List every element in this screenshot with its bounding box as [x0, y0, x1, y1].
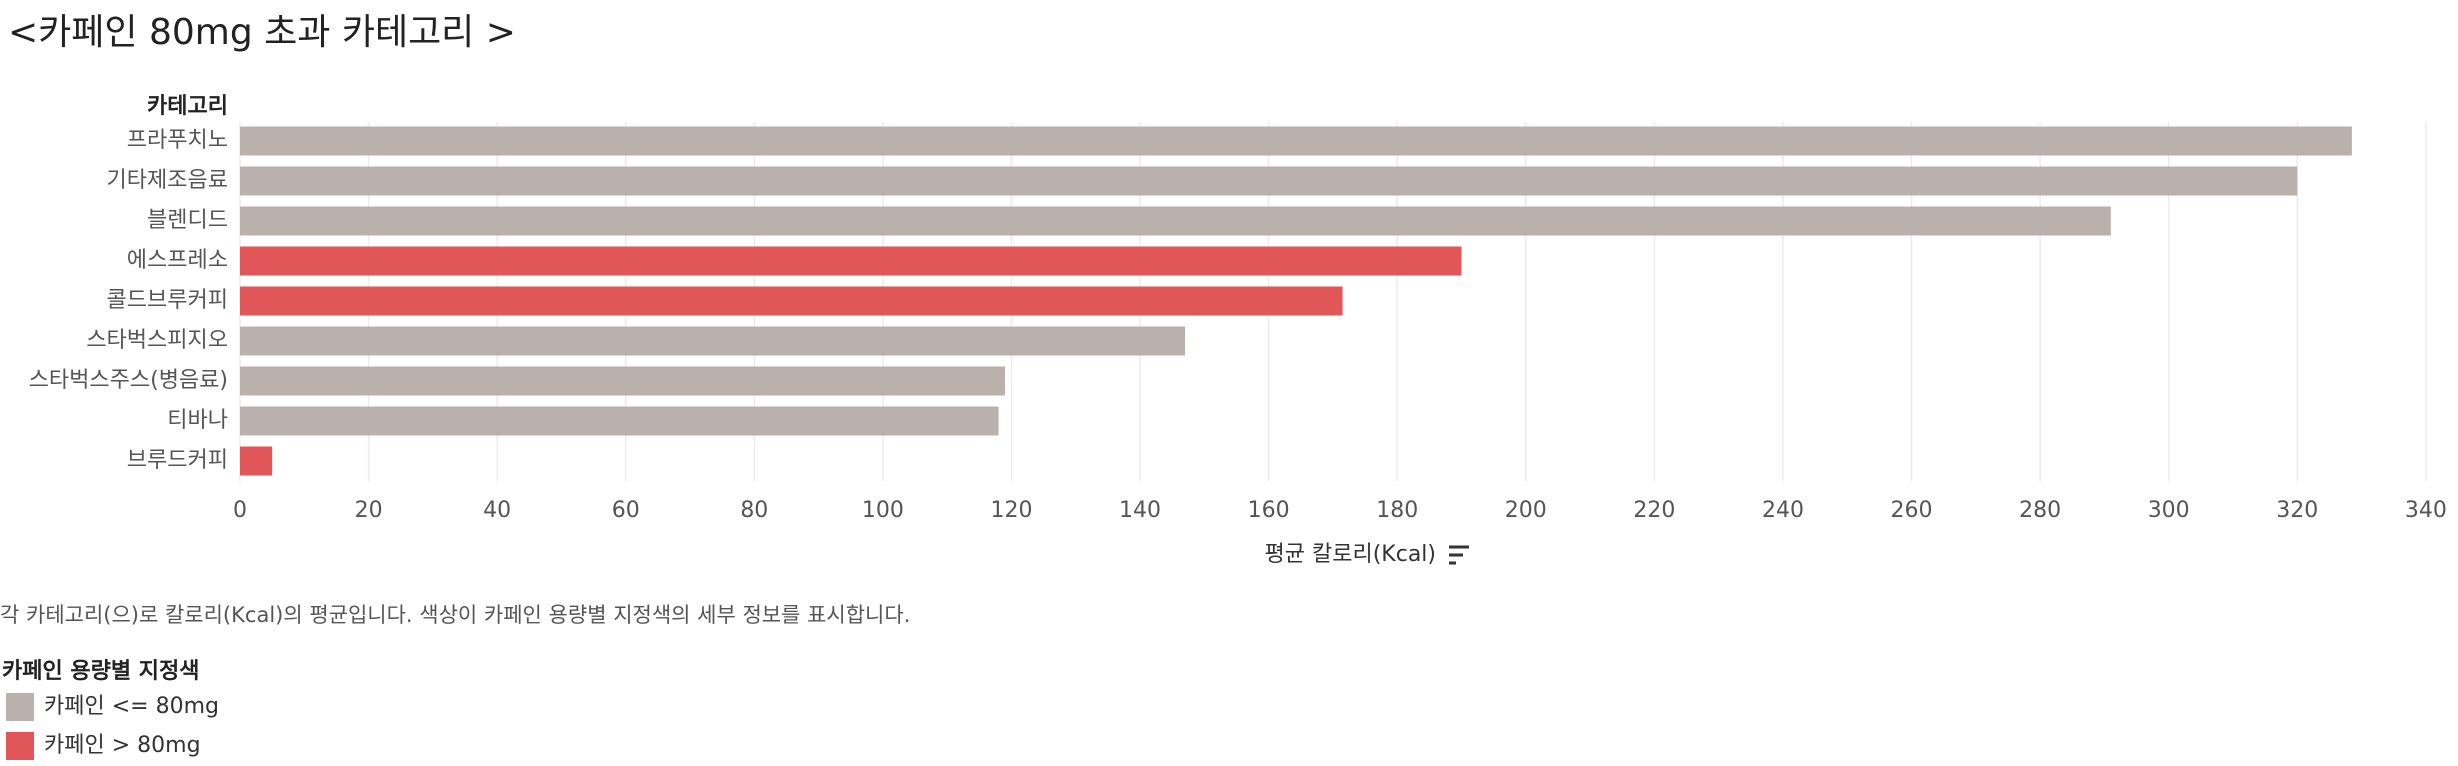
- y-tick-label: 블렌디드: [147, 208, 228, 233]
- y-tick-label: 스타벅스피지오: [86, 328, 228, 353]
- x-tick-label: 240: [1762, 498, 1804, 523]
- y-tick-label: 콜드브루커피: [107, 288, 228, 313]
- y-tick-label: 티바나: [167, 408, 228, 433]
- x-tick-label: 280: [2019, 498, 2061, 523]
- row-header: 카테고리: [147, 94, 228, 119]
- x-tick-label: 160: [1248, 498, 1290, 523]
- bar: [240, 406, 999, 436]
- y-tick-label: 기타제조음료: [107, 168, 228, 193]
- legend-label: 카페인 <= 80mg: [44, 694, 219, 719]
- chart-title: <카페인 80mg 초과 카테고리 >: [8, 12, 516, 53]
- y-tick-label: 브루드커피: [127, 448, 228, 473]
- legend-swatch: [6, 693, 34, 721]
- x-tick-label: 300: [2148, 498, 2190, 523]
- x-tick-label: 0: [233, 498, 247, 523]
- x-tick-label: 340: [2405, 498, 2447, 523]
- x-tick-label: 140: [1119, 498, 1161, 523]
- bar: [240, 286, 1343, 316]
- bar: [240, 166, 2298, 196]
- x-tick-label: 80: [740, 498, 768, 523]
- x-tick-label: 260: [1891, 498, 1933, 523]
- bar: [240, 446, 273, 476]
- y-tick-label: 스타벅스주스(병음료): [29, 368, 228, 393]
- x-tick-label: 100: [862, 498, 904, 523]
- bar: [240, 246, 1462, 276]
- x-tick-label: 20: [355, 498, 383, 523]
- x-tick-label: 220: [1633, 498, 1675, 523]
- x-tick-label: 320: [2276, 498, 2318, 523]
- x-tick-label: 120: [990, 498, 1032, 523]
- caption: 각 카테고리(으)로 칼로리(Kcal)의 평균입니다. 색상이 카페인 용량별…: [0, 603, 910, 627]
- x-tick-label: 40: [483, 498, 511, 523]
- bar: [240, 326, 1186, 356]
- bar: [240, 366, 1006, 396]
- legend-title: 카페인 용량별 지정색: [2, 659, 199, 684]
- y-tick-label: 에스프레소: [127, 248, 228, 273]
- legend-swatch: [6, 732, 34, 760]
- x-axis-title: 평균 칼로리(Kcal): [1265, 542, 1436, 567]
- x-tick-label: 200: [1505, 498, 1547, 523]
- y-tick-label: 프라푸치노: [127, 128, 228, 153]
- x-tick-label: 60: [612, 498, 640, 523]
- bar: [240, 126, 2352, 156]
- bar: [240, 206, 2111, 236]
- sort-icon[interactable]: [1449, 545, 1469, 565]
- x-tick-label: 180: [1376, 498, 1418, 523]
- legend-label: 카페인 > 80mg: [44, 733, 201, 758]
